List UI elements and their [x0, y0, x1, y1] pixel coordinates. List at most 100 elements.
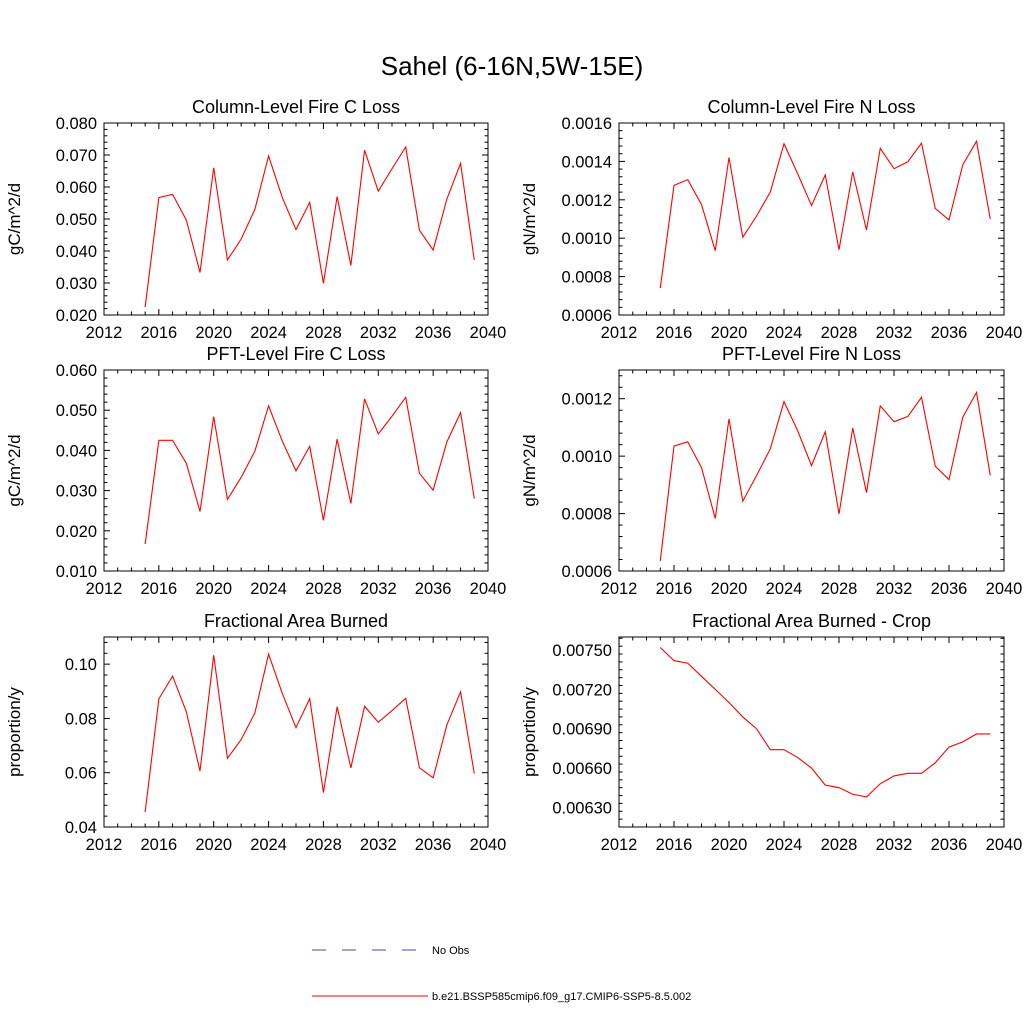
plot-frame — [103, 636, 489, 828]
x-tick-label: 2012 — [86, 580, 123, 598]
y-tick-label: 0.020 — [56, 307, 97, 325]
x-tick-label: 2016 — [656, 580, 693, 598]
series-line — [659, 390, 991, 562]
x-tick-label: 2040 — [470, 324, 507, 342]
x-tick-label: 2020 — [195, 324, 232, 342]
x-tick-label: 2036 — [931, 836, 968, 854]
y-axis-label: gC/m^2/d — [5, 183, 24, 255]
x-tick-label: 2036 — [415, 580, 452, 598]
y-tick-label: 0.040 — [56, 442, 97, 460]
y-axis-label: gC/m^2/d — [5, 434, 24, 506]
x-tick-label: 2024 — [250, 836, 287, 854]
y-tick-label: 0.00660 — [552, 760, 612, 778]
y-tick-label: 0.00630 — [552, 799, 612, 817]
y-tick-label: 0.06 — [65, 765, 97, 783]
series-line — [144, 395, 475, 545]
x-tick-label: 2040 — [986, 836, 1023, 854]
panel-5: Fractional Area Burned 2012 2016 2020 2024 20… — [5, 611, 506, 854]
x-tick-label: 2020 — [195, 580, 232, 598]
y-tick-label: 0.08 — [65, 710, 97, 728]
y-axis-label: proportion/y — [5, 687, 24, 777]
series-line — [659, 139, 991, 289]
y-tick-label: 0.050 — [56, 402, 97, 420]
x-tick-label: 2012 — [601, 580, 638, 598]
panel-title: Fractional Area Burned - Crop — [692, 611, 931, 631]
y-tick-label: 0.0012 — [562, 192, 612, 210]
y-tick-label: 0.020 — [56, 523, 97, 541]
plot-frame — [103, 122, 489, 316]
y-tick-label: 0.080 — [56, 115, 97, 133]
plot-frame — [618, 122, 1005, 316]
x-tick-label: 2024 — [766, 324, 803, 342]
y-axis-label: gN/m^2/d — [520, 434, 539, 506]
panel-title: Column-Level Fire N Loss — [707, 97, 915, 117]
y-tick-label: 0.0006 — [562, 563, 612, 581]
x-tick-label: 2020 — [711, 580, 748, 598]
y-tick-label: 0.0006 — [562, 307, 612, 325]
x-tick-label: 2016 — [140, 324, 177, 342]
x-tick-label: 2032 — [876, 580, 913, 598]
panel-title: PFT-Level Fire C Loss — [206, 344, 385, 364]
plot-frame — [618, 636, 1005, 828]
x-tick-label: 2032 — [876, 836, 913, 854]
y-tick-label: 0.0008 — [562, 506, 612, 524]
y-tick-label: 0.0012 — [562, 391, 612, 409]
y-tick-label: 0.050 — [56, 211, 97, 229]
x-tick-label: 2032 — [360, 324, 397, 342]
y-tick-label: 0.030 — [56, 483, 97, 501]
x-tick-label: 2032 — [360, 580, 397, 598]
x-tick-label: 2024 — [250, 580, 287, 598]
panel-2: Column-Level Fire N Loss 2012 2016 2020 2024… — [520, 97, 1022, 342]
x-tick-label: 2024 — [766, 836, 803, 854]
legend-entry: b.e21.BSSP585cmip6.f09_g17.CMIP6-SSP5-8.… — [312, 991, 691, 1003]
series-line — [659, 647, 991, 798]
series-line — [144, 652, 475, 813]
panel-3: PFT-Level Fire C Loss 2012 2016 2020 2024 202… — [5, 344, 506, 598]
x-tick-label: 2040 — [986, 324, 1023, 342]
x-tick-label: 2036 — [415, 324, 452, 342]
panel-4: PFT-Level Fire N Loss 2012 2016 2020 2024 202… — [520, 344, 1022, 598]
y-tick-label: 0.04 — [65, 819, 97, 837]
x-tick-label: 2028 — [821, 836, 858, 854]
y-tick-label: 0.060 — [56, 179, 97, 197]
x-tick-label: 2016 — [140, 580, 177, 598]
x-tick-label: 2036 — [931, 580, 968, 598]
x-tick-label: 2020 — [711, 836, 748, 854]
panel-1: Column-Level Fire C Loss 2012 2016 2020 2024… — [5, 97, 506, 342]
x-tick-label: 2028 — [305, 580, 342, 598]
legend-label: b.e21.BSSP585cmip6.f09_g17.CMIP6-SSP5-8.… — [432, 991, 691, 1003]
x-tick-label: 2040 — [470, 836, 507, 854]
y-tick-label: 0.070 — [56, 147, 97, 165]
x-tick-label: 2028 — [821, 580, 858, 598]
panels: Column-Level Fire C Loss 2012 2016 2020 2024… — [5, 97, 1022, 854]
y-tick-label: 0.030 — [56, 275, 97, 293]
x-tick-label: 2028 — [305, 324, 342, 342]
x-tick-label: 2012 — [601, 324, 638, 342]
x-tick-label: 2032 — [876, 324, 913, 342]
y-tick-label: 0.0016 — [562, 115, 612, 133]
y-tick-label: 0.0008 — [562, 269, 612, 287]
panel-6: Fractional Area Burned - Crop 2012 2016 202… — [520, 611, 1022, 854]
y-tick-label: 0.010 — [56, 563, 97, 581]
figure-title: Sahel (6-16N,5W-15E) — [381, 51, 644, 81]
x-tick-label: 2040 — [470, 580, 507, 598]
x-tick-label: 2012 — [601, 836, 638, 854]
y-tick-label: 0.0014 — [562, 153, 612, 171]
x-tick-label: 2036 — [931, 324, 968, 342]
y-tick-label: 0.10 — [65, 656, 97, 674]
plot-frame — [618, 369, 1005, 572]
x-tick-label: 2016 — [656, 324, 693, 342]
x-tick-label: 2036 — [415, 836, 452, 854]
y-tick-label: 0.0010 — [562, 230, 612, 248]
y-tick-label: 0.00690 — [552, 721, 612, 739]
x-tick-label: 2016 — [140, 836, 177, 854]
x-tick-label: 2024 — [250, 324, 287, 342]
x-tick-label: 2040 — [986, 580, 1023, 598]
y-tick-label: 0.040 — [56, 243, 97, 261]
panel-title: Fractional Area Burned — [204, 611, 388, 631]
y-tick-label: 0.00720 — [552, 681, 612, 699]
legend-entry: No Obs — [312, 945, 470, 957]
y-tick-label: 0.060 — [56, 362, 97, 380]
x-tick-label: 2032 — [360, 836, 397, 854]
